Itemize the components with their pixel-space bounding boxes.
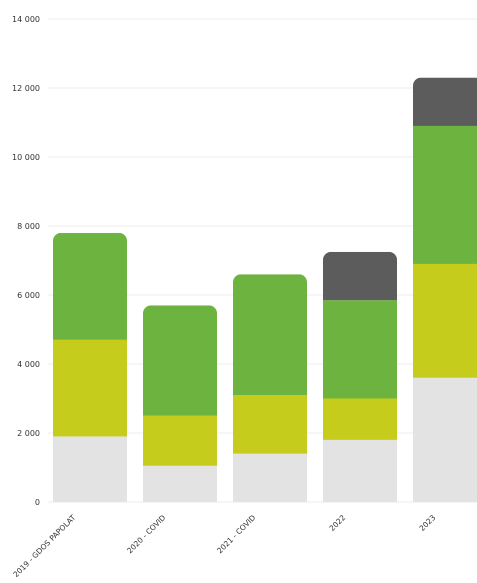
bar-segment xyxy=(143,305,217,416)
bar-segment xyxy=(323,439,397,502)
x-tick-label: 2019 - GDOS PAPOLAT xyxy=(11,513,77,579)
bars xyxy=(53,77,477,502)
x-tick-label: 2021 - COVID xyxy=(215,513,257,555)
x-tick-label: 2022 xyxy=(328,513,348,533)
bar-segment xyxy=(143,465,217,502)
bar-segment xyxy=(53,339,127,437)
bar-stack xyxy=(233,274,307,502)
bar-segment xyxy=(413,77,477,126)
bar-segment xyxy=(233,395,307,454)
x-tick-label: 2020 - COVID xyxy=(125,513,167,555)
bar-segment xyxy=(53,232,127,340)
bar-stack xyxy=(413,77,477,502)
y-tick-label: 4 000 xyxy=(17,360,40,369)
y-tick-label: 2 000 xyxy=(17,429,40,438)
bar-segment xyxy=(233,274,307,396)
bar-segment xyxy=(413,125,477,264)
bar-segment xyxy=(53,436,127,502)
y-tick-label: 14 000 xyxy=(12,15,40,24)
bar-stack xyxy=(323,251,397,502)
y-tick-label: 6 000 xyxy=(17,291,40,300)
y-tick-label: 8 000 xyxy=(17,222,40,231)
bar-segment xyxy=(413,377,477,502)
bar-segment xyxy=(323,251,397,301)
bar-segment xyxy=(323,300,397,399)
bar-segment xyxy=(233,453,307,502)
x-axis-ticks: 2019 - GDOS PAPOLAT 2020 - COVID 2021 - CO… xyxy=(11,513,437,579)
bar-stack xyxy=(143,305,217,502)
bar-segment xyxy=(323,398,397,440)
bar-stack xyxy=(53,232,127,502)
y-tick-label: 12 000 xyxy=(12,84,40,93)
y-tick-label: 0 xyxy=(35,498,40,507)
bar-segment xyxy=(413,263,477,378)
bar-segment xyxy=(143,415,217,466)
y-tick-label: 10 000 xyxy=(12,153,40,162)
x-tick-label: 2023 xyxy=(418,513,438,533)
y-axis-ticks: 0 2 000 4 000 6 000 8 000 10 000 12 000 14 000 xyxy=(12,15,40,507)
